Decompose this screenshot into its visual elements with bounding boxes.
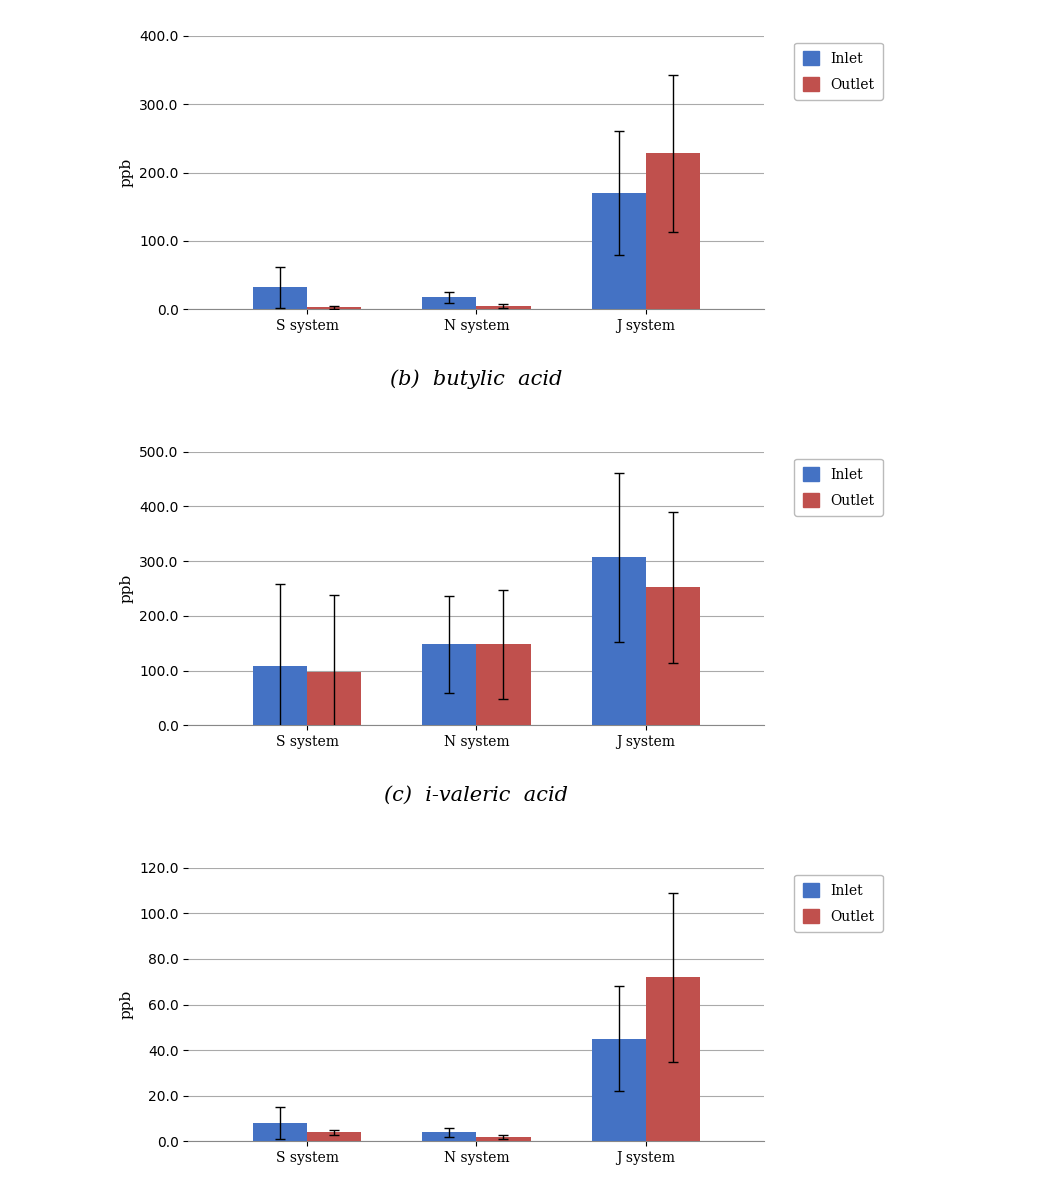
Bar (422, 1132, 476, 1141)
Text: (b)  butylic  acid: (b) butylic acid (391, 370, 562, 389)
Text: (c)  i-valeric  acid: (c) i-valeric acid (384, 786, 569, 805)
Bar (422, 644, 476, 725)
Bar (307, 1132, 361, 1141)
Legend: Inlet, Outlet: Inlet, Outlet (795, 459, 883, 516)
Bar (252, 666, 307, 725)
Bar (307, 307, 361, 309)
Bar (252, 288, 307, 309)
Bar (476, 1137, 531, 1141)
Bar (646, 153, 700, 309)
Bar (592, 193, 646, 309)
Legend: Inlet, Outlet: Inlet, Outlet (795, 43, 883, 100)
Bar (646, 587, 700, 725)
Bar (252, 1124, 307, 1141)
Bar (646, 977, 700, 1141)
Y-axis label: ppb: ppb (119, 990, 134, 1019)
Bar (476, 306, 531, 309)
Legend: Inlet, Outlet: Inlet, Outlet (795, 875, 883, 932)
Bar (592, 1039, 646, 1141)
Y-axis label: ppb: ppb (119, 158, 134, 187)
Bar (476, 644, 531, 725)
Bar (592, 558, 646, 725)
Y-axis label: ppb: ppb (119, 574, 134, 603)
Bar (307, 672, 361, 725)
Bar (422, 297, 476, 309)
